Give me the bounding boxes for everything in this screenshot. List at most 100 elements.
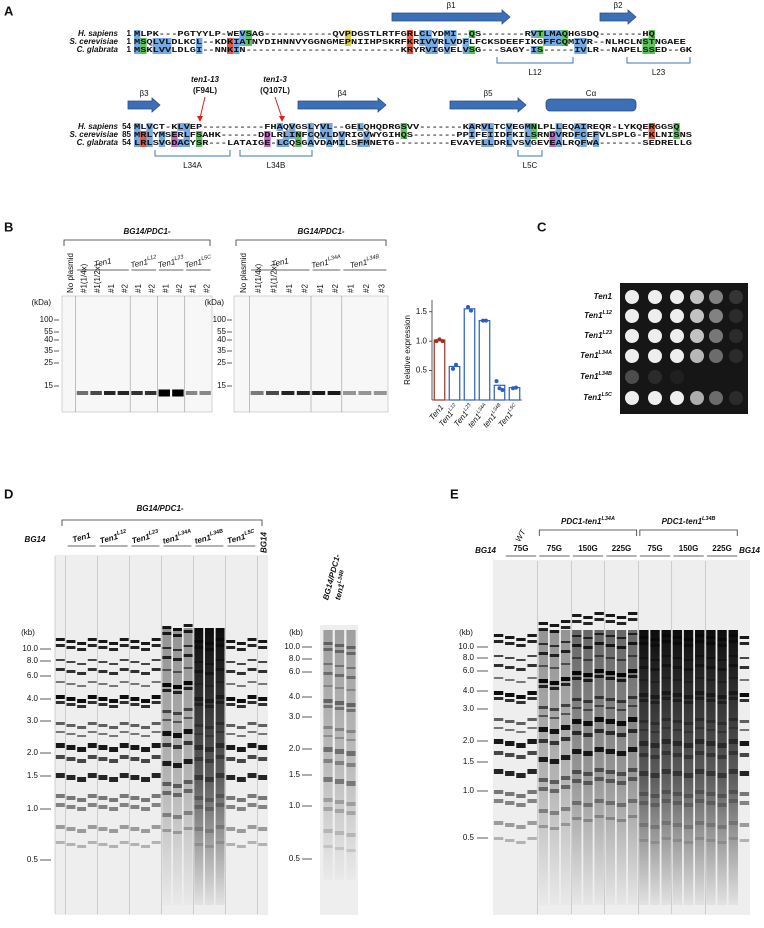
group-label: Ten1 [71,531,92,545]
telomere-band [194,670,204,673]
marker-label: 2.0 [289,744,301,753]
telomere-band [516,794,526,798]
telomere-band [77,735,87,737]
protein-band [343,391,356,395]
telomere-band [55,695,65,699]
telomere-band [683,722,694,725]
bar [463,308,476,401]
telomere-band [706,693,716,697]
strain-label-sup: L34A [599,350,612,356]
yeast-spot [648,290,662,304]
telomere-band [728,697,738,700]
loop-label: L5C [523,161,538,170]
telomere-smear [627,630,638,905]
data-point [481,318,485,323]
telomere-band [77,777,87,782]
telomere-band [572,644,582,647]
telomere-band [538,665,548,667]
protein-band [373,391,387,395]
residue-shade [158,46,166,54]
telomere-band [141,672,150,675]
telomere-band [346,833,356,837]
telomere-band [594,768,604,772]
telomere-smear [538,630,548,905]
telomere-band [516,695,526,699]
telomere-band [739,729,750,731]
residue-shade [152,38,159,46]
marker-label: 1.5 [27,771,39,780]
telomere-smear [605,630,616,905]
telomere-band [706,679,716,681]
marker-label: 1.5 [463,757,475,766]
telomere-band [728,739,738,744]
telomere-band [650,681,660,683]
telomere-band [98,733,108,735]
telomere-band [226,697,236,701]
telomere-band [706,729,716,731]
header-bracket [63,239,211,246]
telomere-band [616,733,627,737]
telomere-band [706,753,716,757]
telomere-band [183,789,193,793]
telomere-band [650,803,660,807]
telomere-band [258,796,268,800]
marker-unit: (kb) [459,628,473,637]
telomere-band [605,801,616,805]
marker-label: 10.0 [458,642,474,651]
telomere-band [695,790,705,794]
residue-shade [444,30,451,38]
telomere-band [247,841,257,844]
telomere-band [683,825,694,829]
telomere-band [672,693,683,697]
telomere-band [739,666,750,669]
telomere-band [493,821,504,825]
lane-label: #1 [189,284,198,293]
telomere-band [661,769,671,774]
residue-shade [196,38,203,46]
telomere-band [173,745,182,749]
telomere-band [527,640,537,643]
residue-shade [338,139,345,147]
residue-shade [400,123,407,131]
residue-shade [450,38,457,46]
telomere-band [323,642,333,645]
telomere-band [119,668,129,671]
telomere-band [130,843,140,846]
telomere-band [55,773,65,778]
telomere-band [706,699,716,702]
residue-number: 85 [122,130,131,139]
dose-label: 75G [547,544,562,553]
telomere-band [87,803,97,807]
residue-shade [338,131,345,139]
telomere-band [527,727,537,729]
marker-label: 35 [217,346,226,355]
marker-label: 100 [213,315,227,324]
telomere-band [141,735,150,737]
telomere-band [247,695,257,699]
telomere-band [346,652,356,655]
telomere-band [109,845,119,848]
telomere-band [77,705,87,708]
telomere-band [627,696,638,699]
marker-label: 3.0 [289,712,301,721]
telomere-band [226,683,236,685]
telomere-band [183,667,193,669]
telomere-band [672,729,683,731]
telomere-band [247,681,257,683]
telomere-band [605,614,616,617]
residue-shade [574,131,581,139]
panel-label: B [4,219,13,234]
telomere-band [616,721,627,726]
telomere-band [627,642,638,645]
yeast-spot [625,309,639,323]
telomere-band [109,642,119,645]
yeast-spot [690,349,704,363]
telomere-band [141,829,150,833]
telomere-band [334,831,345,835]
telomere-band [204,642,214,645]
telomere-band [583,751,593,756]
telomere-smear [549,630,560,905]
yeast-spot [648,309,662,323]
strain-label: Ten1 [594,292,613,301]
